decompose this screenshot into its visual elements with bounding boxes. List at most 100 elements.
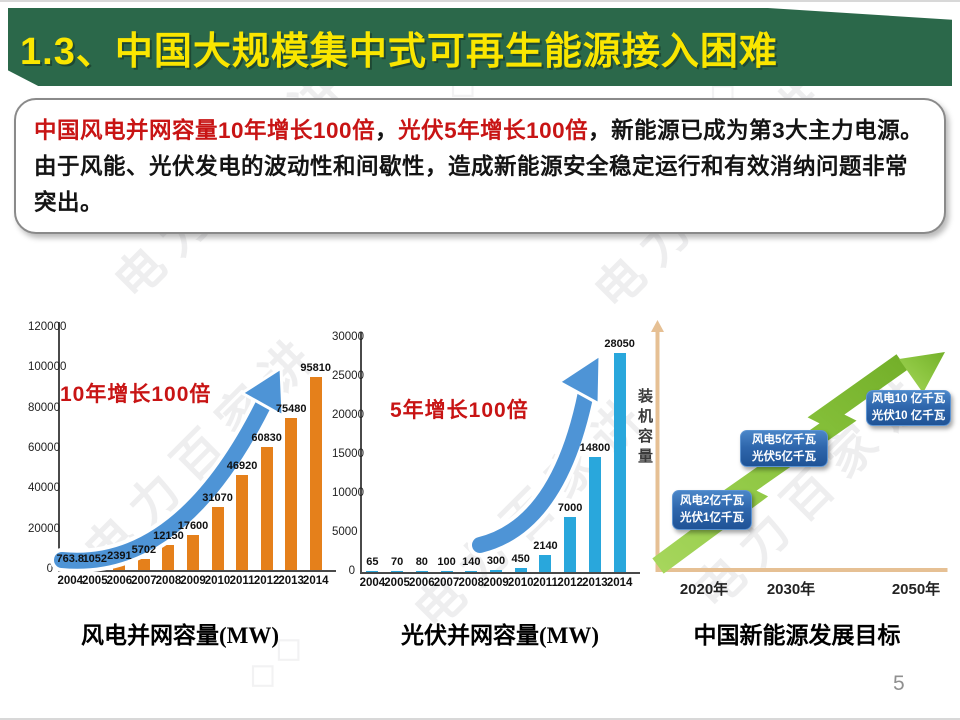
x-tick-label: 2009 — [483, 577, 509, 589]
bar-value-label: 65 — [366, 555, 379, 568]
bar-value-label: 28050 — [604, 338, 635, 351]
bar-value-label: 46920 — [226, 460, 258, 473]
intro-separator: ， — [375, 118, 399, 143]
bar-value-label: 2140 — [533, 540, 558, 553]
wind-capacity-chart: 10年增长100倍 0 20000 40000 60000 80000 100000 120… — [28, 320, 368, 620]
milestone-line: 风电2亿千瓦 — [680, 495, 744, 508]
milestone-box: 风电5亿千瓦 光伏5亿千瓦 — [740, 430, 828, 467]
x-tick-label: 2008 — [155, 575, 182, 587]
wind-growth-annotation: 10年增长100倍 — [60, 383, 212, 406]
x-tick-label: 2011 — [532, 577, 558, 589]
bar-2010 — [514, 568, 527, 572]
bar-2007 — [440, 570, 453, 572]
y-tick-label: 30000 — [332, 331, 364, 343]
page-number: 5 — [893, 672, 905, 695]
x-tick-label: 2009 — [180, 575, 206, 587]
x-tick-label: 2012 — [557, 577, 583, 589]
x-tick-label: 2050年 — [891, 581, 941, 598]
title-bar: 1.3、中国大规模集中式可再生能源接入困难 — [8, 8, 952, 86]
bar-2013 — [285, 417, 298, 570]
milestone-line: 光伏5亿千瓦 — [752, 450, 816, 463]
milestone-line: 光伏10 亿千瓦 — [871, 410, 946, 422]
wind-chart-caption: 风电并网容量(MW) — [80, 623, 280, 648]
milestone-line: 风电5亿千瓦 — [752, 433, 816, 446]
bar-value-label: 17600 — [177, 519, 209, 532]
bar-value-label: 60830 — [251, 432, 282, 445]
y-tick-label: 25000 — [332, 370, 364, 382]
y-tick-label: 15000 — [332, 448, 364, 460]
intro-text: 中国风电并网容量10年增长100倍，光伏5年增长100倍，新能源已成为第3大主力… — [34, 113, 926, 221]
bar-value-label: 75480 — [275, 402, 307, 415]
bar-value-label: 450 — [511, 553, 530, 566]
y-axis-line — [360, 332, 362, 572]
y-tick-label: 20000 — [332, 409, 364, 421]
bar-2014 — [309, 376, 322, 570]
y-tick-label: 20000 — [28, 522, 60, 535]
bar-2005 — [391, 570, 404, 572]
bar-value-label: 5702 — [131, 543, 157, 556]
x-tick-label: 2030年 — [766, 581, 816, 598]
x-tick-label: 2011 — [229, 575, 255, 587]
bar-2006 — [113, 565, 126, 570]
bar-value-label: 100 — [437, 555, 456, 568]
x-axis-line — [655, 568, 948, 572]
x-tick-label: 2010 — [507, 577, 534, 589]
x-tick-label: 2007 — [131, 575, 157, 587]
y-tick-label: 80000 — [28, 401, 60, 414]
x-tick-label: 2005 — [82, 575, 108, 587]
x-tick-label: 2014 — [302, 575, 329, 587]
x-tick-label: 2006 — [106, 575, 133, 587]
x-tick-label: 2005 — [384, 577, 410, 589]
y-tick-label: 10000 — [332, 487, 364, 499]
x-axis-line — [58, 570, 336, 572]
bar-value-label: 95810 — [300, 361, 332, 374]
bar-2006 — [415, 570, 428, 572]
y-tick-label: 0 — [46, 563, 53, 575]
bar-2011 — [539, 555, 552, 572]
bar-value-label: 14800 — [579, 441, 611, 454]
intro-red-1: 中国风电并网容量10年增长100倍 — [34, 118, 376, 143]
x-tick-label: 2010 — [204, 575, 231, 587]
slide-title: 1.3、中国大规模集中式可再生能源接入困难 — [20, 30, 778, 73]
goals-diagram: 装机容量 2020年 2030年 2050年 风电2亿千瓦 光伏1亿千瓦 风电5亿千瓦 光伏5… — [630, 320, 952, 610]
x-tick-label: 2004 — [57, 575, 84, 587]
x-tick-label: 2020年 — [679, 581, 729, 598]
y-tick-label: 120000 — [28, 321, 67, 333]
bar-2005 — [88, 567, 101, 570]
solar-capacity-chart: 5年增长100倍 0 5000 10000 15000 20000 25000 30000 6… — [332, 320, 644, 620]
bar-value-label: 140 — [462, 555, 481, 568]
bar-2010 — [211, 507, 224, 570]
bar-value-label: 12150 — [153, 530, 184, 543]
x-tick-label: 2014 — [606, 577, 633, 589]
y-tick-label: 100000 — [28, 361, 67, 374]
bar-2009 — [490, 569, 502, 572]
x-tick-label: 2007 — [433, 577, 460, 589]
bar-value-label: 31070 — [202, 492, 233, 505]
y-axis-arrow-icon — [651, 320, 664, 332]
x-tick-label: 2008 — [458, 577, 485, 589]
bar-value-label: 300 — [486, 554, 506, 567]
y-tick-label: 5000 — [332, 526, 358, 538]
x-tick-label: 2006 — [409, 577, 435, 589]
x-tick-label: 2012 — [253, 575, 280, 587]
milestone-line: 光伏1亿千瓦 — [680, 512, 744, 524]
y-tick-label: 0 — [348, 565, 355, 577]
intro-box: 中国风电并网容量10年增长100倍，光伏5年增长100倍，新能源已成为第3大主力… — [14, 98, 946, 234]
goals-diagram-caption: 中国新能源发展目标 — [693, 623, 901, 648]
milestone-box: 风电2亿千瓦 光伏1亿千瓦 — [672, 490, 752, 530]
bar-2008 — [465, 570, 478, 572]
x-tick-label: 2004 — [359, 577, 386, 589]
y-tick-label: 40000 — [28, 482, 60, 495]
bar-2014 — [613, 353, 626, 572]
bar-value-label: 70 — [390, 555, 404, 568]
solar-growth-annotation: 5年增长100倍 — [390, 399, 529, 422]
milestone-box: 风电10 亿千瓦 光伏10 亿千瓦 — [866, 390, 951, 426]
bar-value-label: 7000 — [557, 502, 583, 515]
y-axis-line — [655, 328, 660, 571]
bar-2011 — [236, 475, 249, 570]
milestone-line: 风电10 亿千瓦 — [871, 393, 946, 406]
x-tick-label: 2013 — [278, 575, 304, 587]
goal-arrowhead-icon — [899, 352, 945, 393]
x-axis-line — [360, 572, 640, 574]
